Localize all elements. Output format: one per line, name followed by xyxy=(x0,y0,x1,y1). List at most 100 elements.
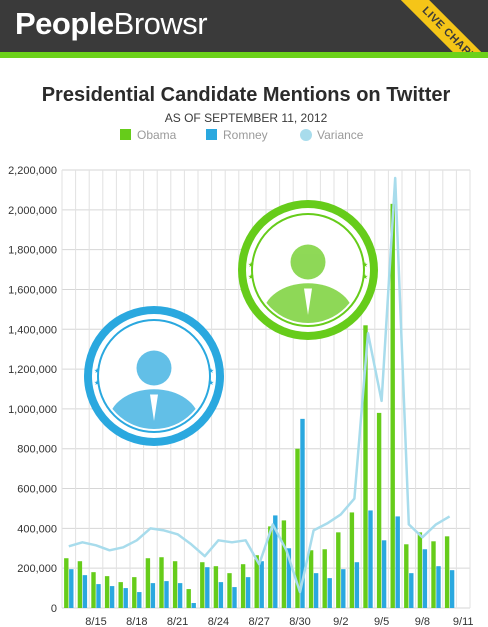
chart: Presidential Candidate Mentions on Twitt… xyxy=(8,84,474,627)
romney-bar xyxy=(381,540,387,608)
badge-star: ★ xyxy=(94,367,100,375)
obama-bar xyxy=(227,573,232,608)
obama-bar xyxy=(268,526,273,608)
obama-bar xyxy=(64,558,69,608)
y-tick-label: 0 xyxy=(51,603,57,615)
legend-label: Romney xyxy=(223,128,268,142)
romney-bar xyxy=(395,516,400,608)
romney-bar xyxy=(341,569,346,608)
portrait-head xyxy=(136,350,172,386)
romney-bar xyxy=(436,566,441,608)
romney-bar xyxy=(232,587,237,608)
portrait-head xyxy=(290,244,326,280)
variance-line xyxy=(68,176,451,594)
legend-swatch xyxy=(206,129,217,140)
obama-bar xyxy=(404,544,409,608)
y-tick-label: 600,000 xyxy=(17,484,57,496)
obama-bar xyxy=(417,532,423,608)
romney-bar xyxy=(449,570,455,608)
badge-star: ★ xyxy=(208,379,214,387)
x-tick-label: 9/8 xyxy=(415,616,430,627)
line-series xyxy=(68,176,451,594)
obama-bar xyxy=(363,325,368,608)
romney-bar xyxy=(82,575,88,608)
legend-label: Obama xyxy=(137,128,177,142)
y-tick-label: 1,400,000 xyxy=(8,324,57,336)
obama-bar xyxy=(104,576,110,608)
romney-bar xyxy=(69,569,74,608)
y-axis: 0 200,000 400,000 600,000 800,000 1,000,000 1,… xyxy=(8,165,57,615)
obama-bar xyxy=(281,520,287,608)
romney-bar xyxy=(273,515,278,608)
romney-bar xyxy=(327,578,332,608)
bar-series xyxy=(64,203,455,608)
y-tick-label: 2,000,000 xyxy=(8,205,57,217)
romney-bar xyxy=(422,549,428,608)
romney-bar xyxy=(137,592,142,608)
x-tick-label: 9/2 xyxy=(333,616,348,627)
x-tick-label: 8/21 xyxy=(167,616,188,627)
obama-bar xyxy=(390,203,395,608)
romney-bar xyxy=(245,577,251,608)
obama-bar xyxy=(240,564,246,608)
legend-swatch xyxy=(120,129,131,140)
obama-bar xyxy=(200,562,205,608)
obama-badge: ★ ★ ★ ★ xyxy=(238,200,378,340)
obama-bar xyxy=(308,550,314,608)
obama-bar xyxy=(322,549,327,608)
romney-bar xyxy=(313,573,319,608)
obama-bar xyxy=(336,532,341,608)
romney-badge: ★ ★ ★ ★ xyxy=(84,306,224,446)
x-tick-label: 9/5 xyxy=(374,616,389,627)
peoplebrowsr-logo[interactable]: PeopleBrowsr xyxy=(15,6,208,42)
obama-bar xyxy=(349,512,355,608)
x-tick-label: 8/24 xyxy=(208,616,229,627)
obama-bar xyxy=(145,558,151,608)
obama-bar xyxy=(159,557,164,608)
live-chart-ribbon: LIVE CHART xyxy=(388,0,488,52)
x-tick-label: 8/18 xyxy=(126,616,147,627)
candidate-badges: ★ ★ ★ ★ ★ ★ ★ ★ xyxy=(84,200,378,446)
legend-label: Variance xyxy=(317,128,364,142)
romney-bar xyxy=(191,603,196,608)
badge-star: ★ xyxy=(94,379,100,387)
chart-subtitle: AS OF SEPTEMBER 11, 2012 xyxy=(165,111,328,125)
badge-inner-ring xyxy=(97,319,211,433)
obama-bar xyxy=(295,448,300,608)
romney-bar xyxy=(409,573,414,608)
x-tick-label: 8/30 xyxy=(289,616,310,627)
chart-title: Presidential Candidate Mentions on Twitt… xyxy=(42,84,451,106)
romney-bar xyxy=(368,510,373,608)
romney-bar xyxy=(164,581,169,608)
badge-inner-ring xyxy=(251,213,365,327)
obama-bar xyxy=(254,555,259,608)
romney-bar xyxy=(286,548,292,608)
badge-star: ★ xyxy=(248,261,254,269)
romney-bar xyxy=(354,562,360,608)
romney-bar xyxy=(205,567,210,608)
x-tick-label: 9/11 xyxy=(453,616,474,627)
obama-bar xyxy=(132,577,137,608)
y-tick-label: 400,000 xyxy=(17,523,57,535)
romney-bar xyxy=(259,561,264,608)
x-tick-label: 8/15 xyxy=(85,616,106,627)
romney-bar xyxy=(96,584,101,608)
obama-bar xyxy=(118,582,123,608)
badge-star: ★ xyxy=(362,273,368,281)
x-tick-label: 8/27 xyxy=(248,616,269,627)
badge-star: ★ xyxy=(208,367,214,375)
obama-bar xyxy=(213,566,219,608)
badge-portrait xyxy=(262,244,354,323)
badge-portrait xyxy=(108,350,200,429)
romney-bar xyxy=(123,588,128,608)
y-tick-label: 800,000 xyxy=(17,444,57,456)
obama-bar xyxy=(186,589,191,608)
badge-star: ★ xyxy=(362,261,368,269)
header-accent-stripe xyxy=(0,52,488,58)
obama-bar xyxy=(444,536,450,608)
header-bar: PeopleBrowsr LIVE CHART xyxy=(0,0,488,52)
obama-bar xyxy=(431,541,436,608)
y-tick-label: 1,600,000 xyxy=(8,284,57,296)
romney-bar xyxy=(150,583,156,608)
obama-bar xyxy=(376,412,382,608)
